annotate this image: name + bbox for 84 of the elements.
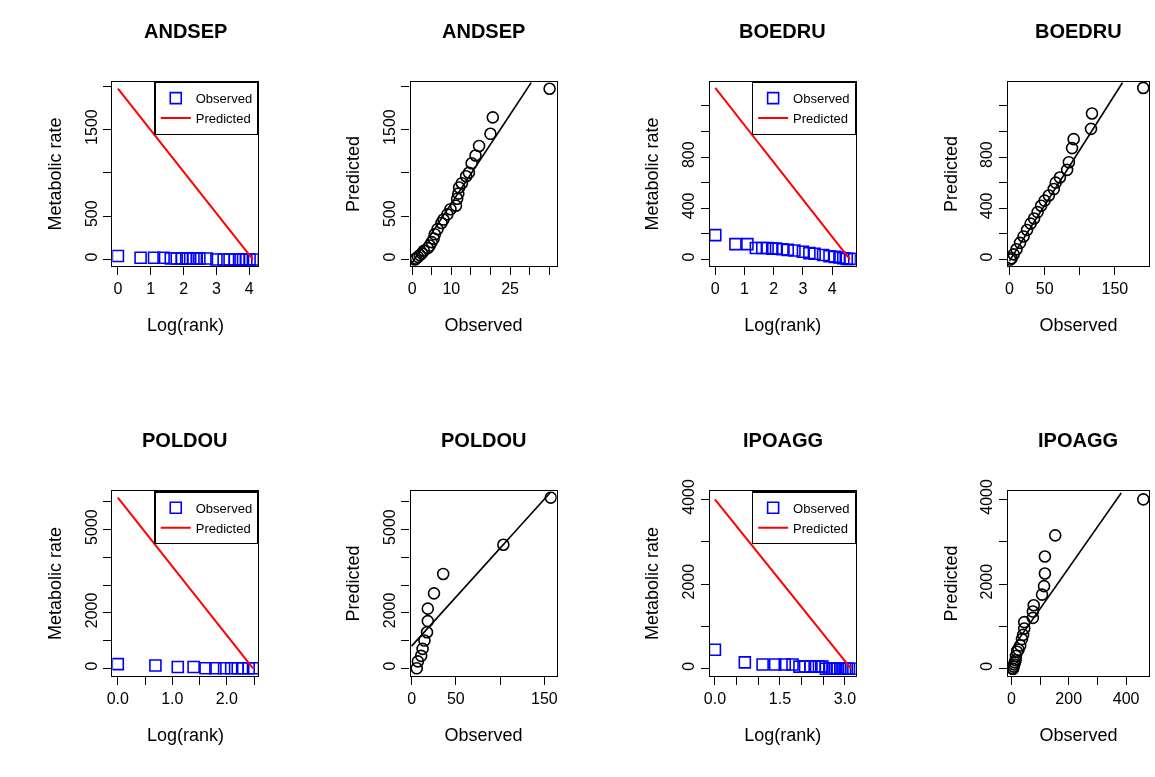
x-tick-label: 0: [407, 280, 417, 298]
x-tick-label: 0: [710, 280, 720, 298]
y-tick-label: 1500: [380, 109, 398, 145]
chart-title: IPOAGG: [743, 429, 824, 451]
x-axis-title: Log(rank): [146, 725, 224, 746]
x-tick-label: 0: [407, 689, 417, 707]
x-tick-label: 2: [179, 280, 189, 298]
y-tick-label: 2000: [380, 592, 398, 629]
x-tick-label: 50: [446, 689, 465, 707]
x-tick-label: 0: [1006, 689, 1016, 707]
legend-label: Observed: [793, 500, 850, 516]
y-tick-label: 400: [680, 192, 698, 220]
x-axis-title: Observed: [444, 725, 523, 746]
x-tick-label: 1.5: [768, 689, 792, 707]
chart-title: ANDSEP: [144, 20, 228, 42]
x-tick-label: 3: [211, 280, 221, 298]
y-axis-title: Metabolic rate: [642, 117, 663, 231]
chart-title: IPOAGG: [1038, 429, 1119, 451]
y-tick-label: 800: [680, 141, 698, 169]
x-axis-title: Observed: [444, 315, 523, 336]
y-axis-title: Metabolic rate: [642, 527, 663, 641]
x-tick-label: 0.0: [703, 689, 727, 707]
legend-label: Predicted: [793, 520, 849, 536]
x-tick-label: 400: [1112, 689, 1140, 707]
y-tick-label: 0: [82, 252, 100, 262]
y-tick-label: 4000: [978, 479, 996, 515]
x-axis-title: Log(rank): [744, 725, 822, 746]
y-axis-title: Metabolic rate: [45, 527, 65, 641]
x-tick-label: 150: [530, 689, 558, 707]
x-tick-label: 1: [740, 280, 750, 298]
x-tick-label: 2.0: [215, 689, 239, 707]
chart-title: POLDOU: [142, 429, 228, 451]
y-tick-label: 0: [978, 661, 996, 671]
x-axis-title: Log(rank): [744, 315, 822, 336]
y-tick-label: 0: [82, 661, 100, 671]
y-axis-title: Predicted: [343, 545, 364, 622]
legend-label: Observed: [793, 91, 850, 107]
x-tick-label: 3.0: [833, 689, 857, 707]
legend-label: Observed: [195, 500, 253, 516]
x-axis-title: Observed: [1039, 725, 1118, 746]
legend-label: Predicted: [195, 520, 251, 536]
x-tick-label: 10: [442, 280, 461, 298]
legend-label: Observed: [195, 91, 253, 107]
y-tick-label: 0: [680, 252, 698, 262]
y-axis-title: Metabolic rate: [45, 117, 65, 231]
chart-title: ANDSEP: [442, 20, 526, 42]
x-tick-label: 0.0: [106, 689, 130, 707]
y-tick-label: 500: [82, 200, 100, 228]
x-tick-label: 1: [146, 280, 156, 298]
chart-title: POLDOU: [441, 429, 527, 451]
x-tick-label: 2: [769, 280, 779, 298]
y-tick-label: 500: [380, 200, 398, 228]
y-tick-label: 2000: [680, 563, 698, 600]
y-tick-label: 1500: [82, 109, 100, 145]
y-tick-label: 0: [978, 252, 996, 262]
y-axis-title: Predicted: [343, 135, 364, 212]
chart-title: BOEDRU: [739, 20, 826, 42]
x-tick-label: 1.0: [161, 689, 184, 707]
y-tick-label: 5000: [380, 509, 398, 545]
x-tick-label: 150: [1101, 280, 1129, 298]
y-axis-title: Predicted: [940, 135, 961, 212]
y-axis-title: Predicted: [940, 545, 961, 622]
y-tick-label: 0: [380, 661, 398, 671]
y-tick-label: 5000: [82, 509, 100, 545]
x-tick-label: 0: [1005, 280, 1015, 298]
legend-label: Predicted: [793, 111, 849, 127]
legend-label: Predicted: [195, 111, 251, 127]
x-tick-label: 0: [113, 280, 123, 298]
x-tick-label: 4: [244, 280, 254, 298]
y-tick-label: 4000: [680, 479, 698, 515]
x-tick-label: 25: [501, 280, 520, 298]
x-axis-title: Log(rank): [146, 315, 224, 336]
y-tick-label: 400: [978, 192, 996, 220]
x-tick-label: 4: [827, 280, 837, 298]
x-tick-label: 200: [1055, 689, 1083, 707]
chart-title: BOEDRU: [1035, 20, 1122, 42]
x-axis-title: Observed: [1039, 315, 1118, 336]
y-tick-label: 0: [380, 252, 398, 262]
y-tick-label: 2000: [978, 563, 996, 600]
x-tick-label: 3: [798, 280, 808, 298]
x-tick-label: 50: [1035, 280, 1054, 298]
y-tick-label: 0: [680, 661, 698, 671]
y-tick-label: 2000: [82, 592, 100, 629]
y-tick-label: 800: [978, 141, 996, 169]
